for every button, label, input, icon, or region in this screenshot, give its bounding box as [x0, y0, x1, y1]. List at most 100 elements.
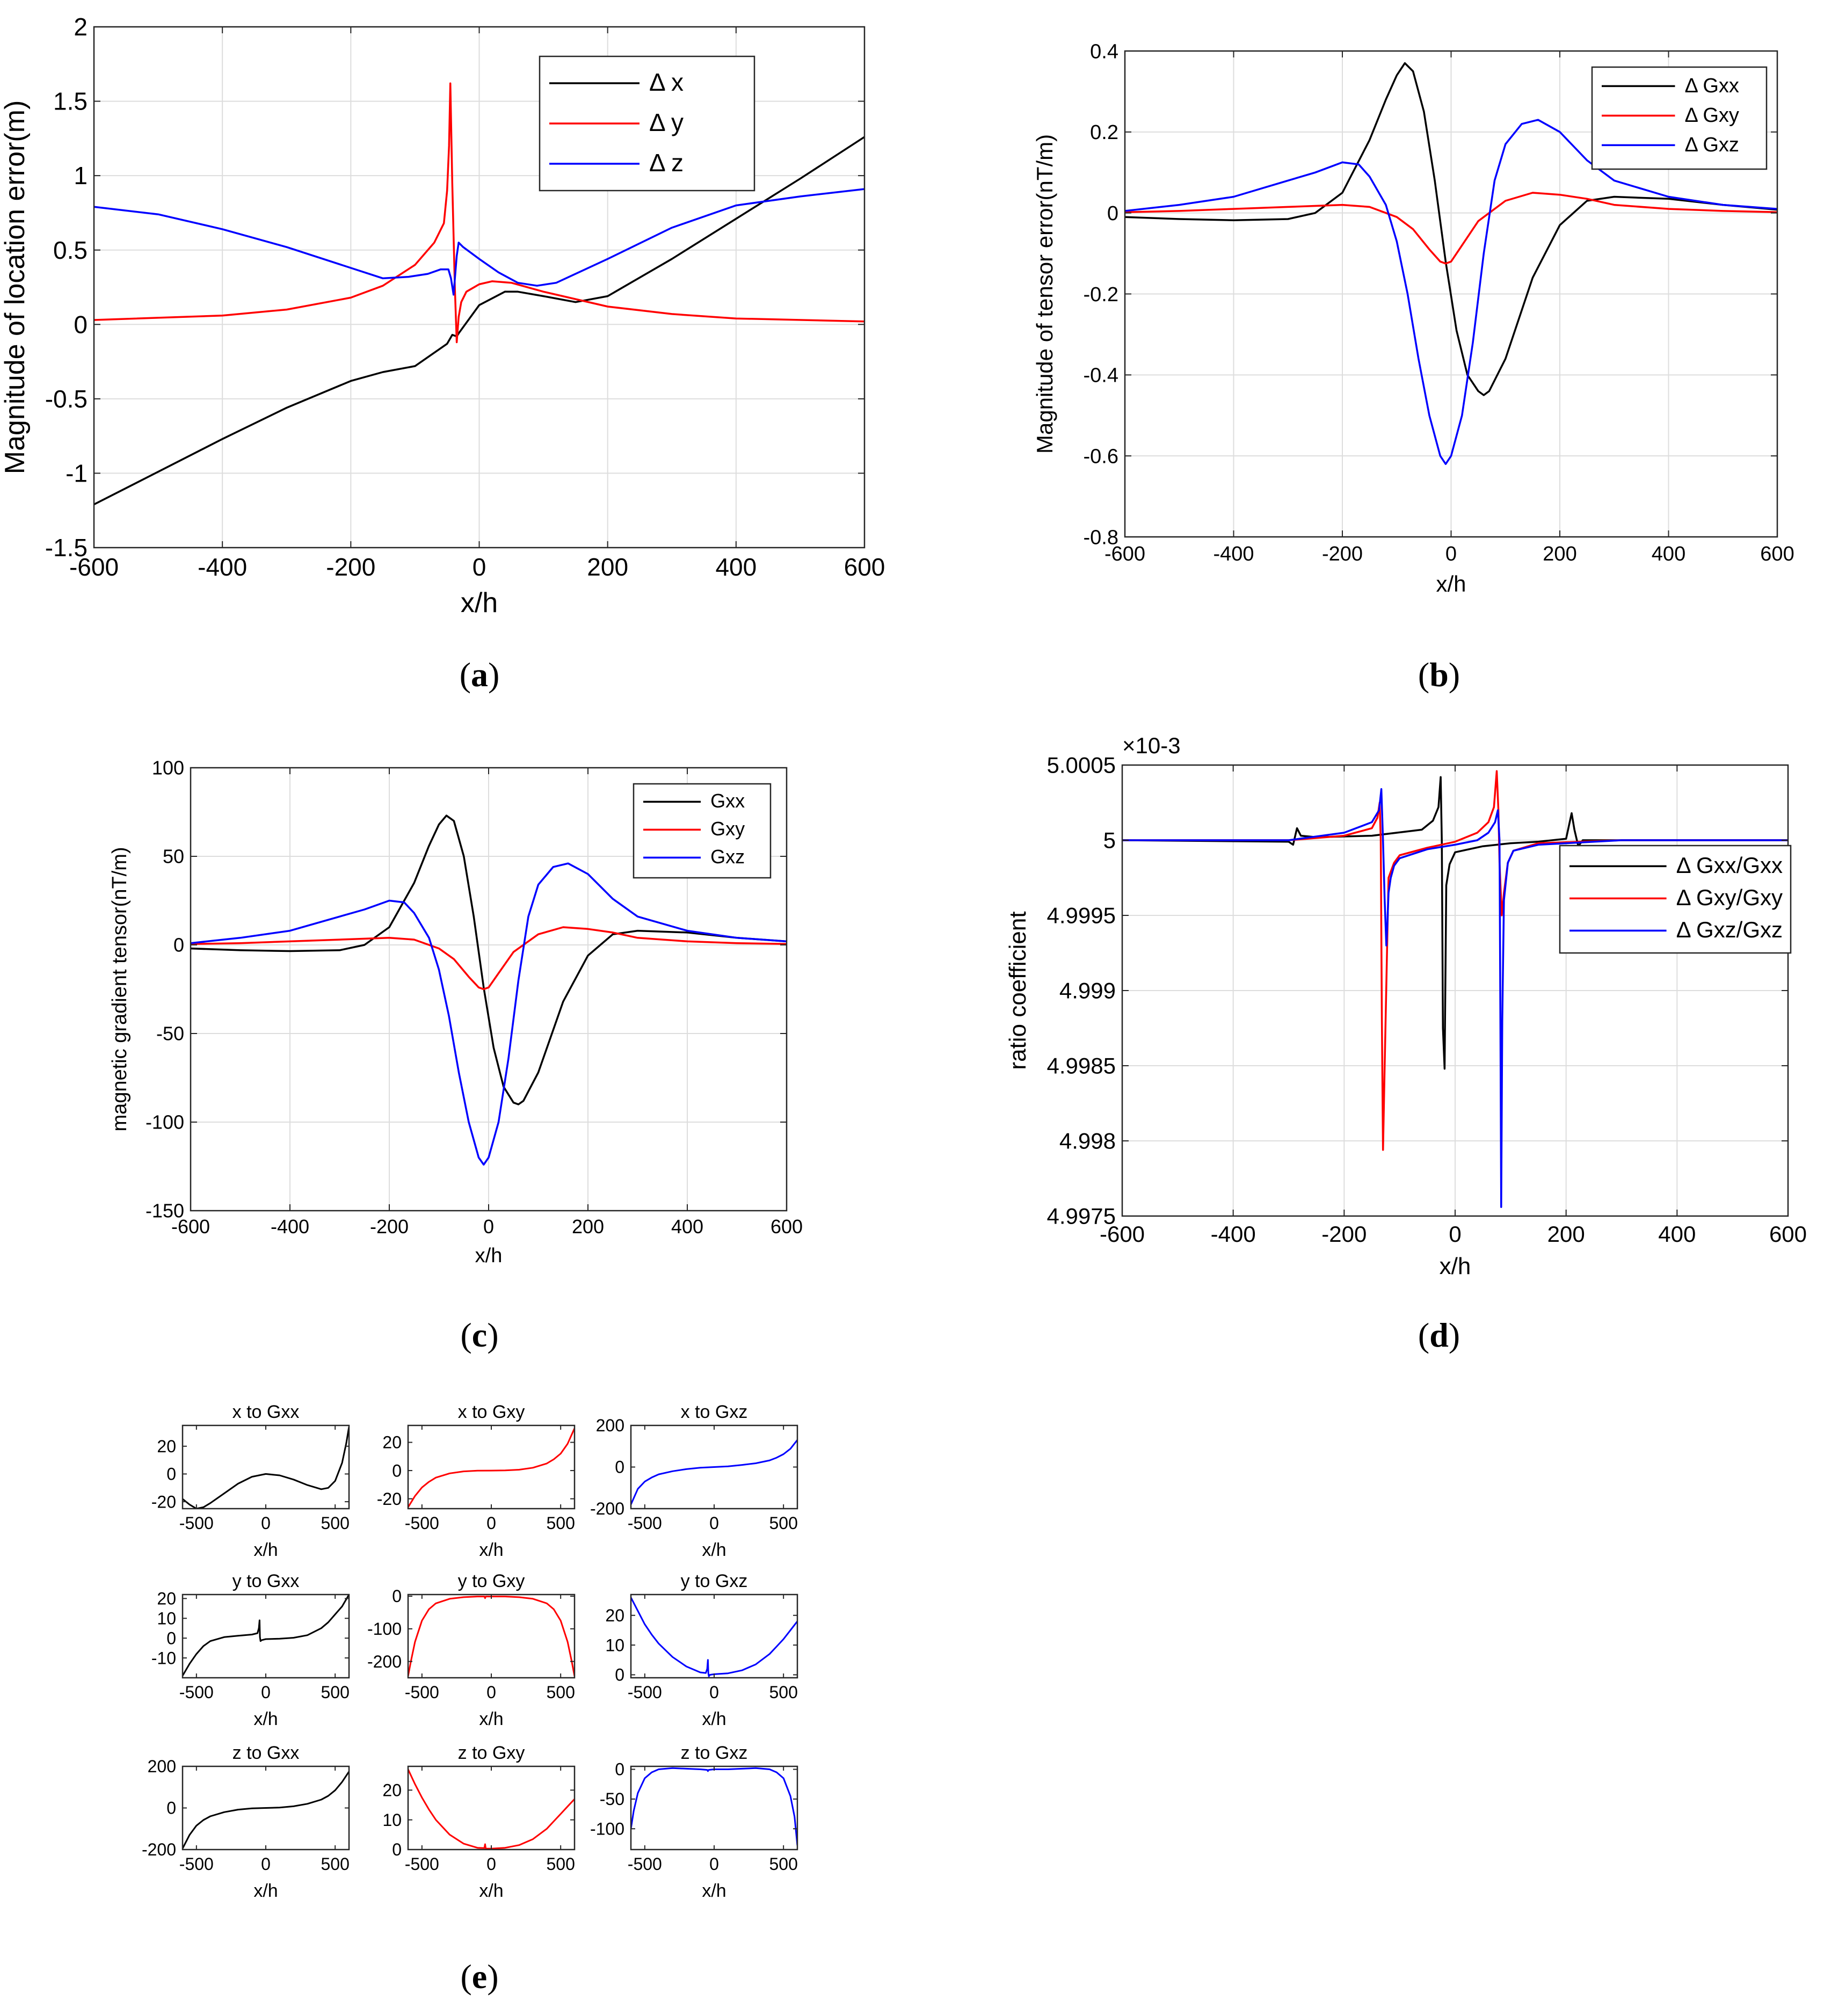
x-tick-label: 500: [546, 1513, 575, 1533]
x-tick-label: 400: [671, 1216, 703, 1238]
x-axis-label: x/h: [479, 1881, 503, 1901]
y-tick-label: -10: [151, 1648, 176, 1668]
x-tick-label: 0: [1445, 543, 1457, 565]
legend-label-2: Gxy: [710, 818, 745, 840]
y-multiplier-label: ×10-3: [1122, 733, 1181, 758]
x-tick-label: 0: [473, 553, 486, 581]
x-axis-label: x/h: [702, 1540, 726, 1560]
y-tick-label: 20: [382, 1433, 402, 1452]
chart-a: -600 -400 -200 0 200 400 600 -1.5 -1 -0.5 0 0.5 1 1.5…: [0, 13, 885, 618]
x-tick-label: 400: [1658, 1221, 1696, 1247]
x-axis-label: x/h: [253, 1881, 278, 1901]
y-tick-label: 50: [163, 846, 184, 868]
y-tick-label: 10: [157, 1609, 176, 1628]
plot-area: [183, 1425, 349, 1509]
x-axis-label: x/h: [253, 1540, 278, 1560]
y-tick-label: -100: [590, 1819, 624, 1838]
y-tick-label: 0: [74, 310, 88, 338]
series-line-1: [183, 1771, 349, 1849]
y-tick-label: -100: [146, 1111, 184, 1133]
y-tick-label: 4.9985: [1047, 1053, 1116, 1079]
x-tick-label: 600: [1760, 543, 1794, 565]
x-tick-label: 500: [769, 1683, 797, 1702]
y-tick-label: 0.5: [53, 236, 88, 264]
y-tick-label: -0.4: [1084, 365, 1118, 387]
legend: Δ Gxx/Gxx Δ Gxy/Gxy Δ Gxz/Gxz: [1559, 845, 1792, 954]
y-tick-label: -0.8: [1084, 526, 1118, 549]
x-tick-label: 0: [709, 1513, 719, 1533]
y-tick-label: -200: [367, 1652, 402, 1671]
x-axis-label: x/h: [461, 587, 498, 618]
y-tick-label: 0: [392, 1840, 402, 1859]
x-tick-label: 600: [844, 553, 885, 581]
x-tick-label: -600: [171, 1216, 210, 1238]
x-tick-label: 200: [572, 1216, 604, 1238]
x-axis-label: x/h: [702, 1709, 726, 1729]
chart-d: -600 -400 -200 0 200 400 600 4.9975 4.998 4.9985 4…: [1005, 733, 1807, 1279]
x-axis-label: x/h: [475, 1244, 503, 1267]
y-tick-label: 0: [173, 934, 184, 956]
legend-label-1: Δ x: [649, 68, 684, 96]
y-tick-label: 5.0005: [1047, 753, 1116, 778]
x-tick-label: -600: [1100, 1221, 1145, 1247]
y-tick-label: 0: [166, 1465, 176, 1484]
chart-e7: -500 0 500 -200 0 200 x/h z to Gxx: [142, 1743, 350, 1901]
caption-d: (d): [1418, 1316, 1460, 1354]
series-line-3: [1125, 119, 1777, 465]
x-tick-label: 0: [1449, 1221, 1461, 1247]
x-tick-label: 0: [261, 1513, 271, 1533]
x-tick-label: 200: [1543, 543, 1576, 565]
y-tick-label: -200: [590, 1499, 624, 1518]
y-tick-label: 0.4: [1090, 40, 1118, 63]
caption-e: (e): [460, 1957, 499, 1996]
y-tick-label: 0: [615, 1665, 624, 1685]
caption-a: (a): [459, 656, 500, 694]
x-tick-label: 0: [486, 1683, 496, 1702]
y-tick-label: -50: [156, 1023, 184, 1045]
chart-title: z to Gxx: [232, 1743, 300, 1763]
series-line-1: [631, 1597, 797, 1677]
x-tick-label: -400: [198, 553, 247, 581]
x-axis-label: x/h: [479, 1540, 503, 1560]
plot-area: [408, 1766, 575, 1850]
y-tick-label: 20: [382, 1780, 402, 1800]
y-tick-label: 0: [615, 1458, 624, 1477]
x-axis-label: x/h: [1436, 571, 1466, 596]
x-tick-label: 500: [769, 1854, 797, 1874]
y-tick-label: -50: [600, 1789, 624, 1809]
series-line-1: [631, 1767, 797, 1846]
x-tick-label: -400: [1211, 1221, 1256, 1247]
y-tick-label: -0.5: [45, 385, 88, 413]
x-tick-label: 500: [321, 1854, 349, 1874]
plot-area: [631, 1595, 797, 1678]
y-axis-label: Magnitude of tensor error(nT/m): [1032, 134, 1057, 454]
series-line-1: [408, 1596, 575, 1677]
y-tick-label: 2: [74, 13, 88, 41]
caption-c: (c): [460, 1316, 499, 1354]
x-axis-label: x/h: [253, 1709, 278, 1729]
series-line-3: [191, 862, 787, 1166]
x-tick-label: 500: [546, 1854, 575, 1874]
x-tick-label: 500: [546, 1683, 575, 1702]
chart-title: y to Gxy: [458, 1571, 525, 1591]
plot-area: [408, 1425, 575, 1509]
y-tick-label: 4.9995: [1047, 903, 1116, 928]
series-line-1: [408, 1428, 575, 1508]
y-tick-label: 4.998: [1059, 1129, 1116, 1154]
x-tick-label: 500: [321, 1513, 349, 1533]
y-tick-label: 4.999: [1059, 978, 1116, 1003]
y-tick-label: -200: [142, 1840, 176, 1859]
x-tick-label: -500: [628, 1854, 662, 1874]
chart-e2: -500 0 500 -20 0 20 x/h x to Gxy: [377, 1402, 576, 1560]
legend-label-3: Δ z: [649, 149, 684, 177]
legend-label-1: Δ Gxx: [1685, 75, 1739, 97]
y-tick-label: 20: [157, 1437, 176, 1456]
y-tick-label: 4.9975: [1047, 1204, 1116, 1229]
y-tick-label: -150: [146, 1200, 184, 1222]
plot-area: [408, 1595, 575, 1678]
x-tick-label: 0: [483, 1216, 494, 1238]
